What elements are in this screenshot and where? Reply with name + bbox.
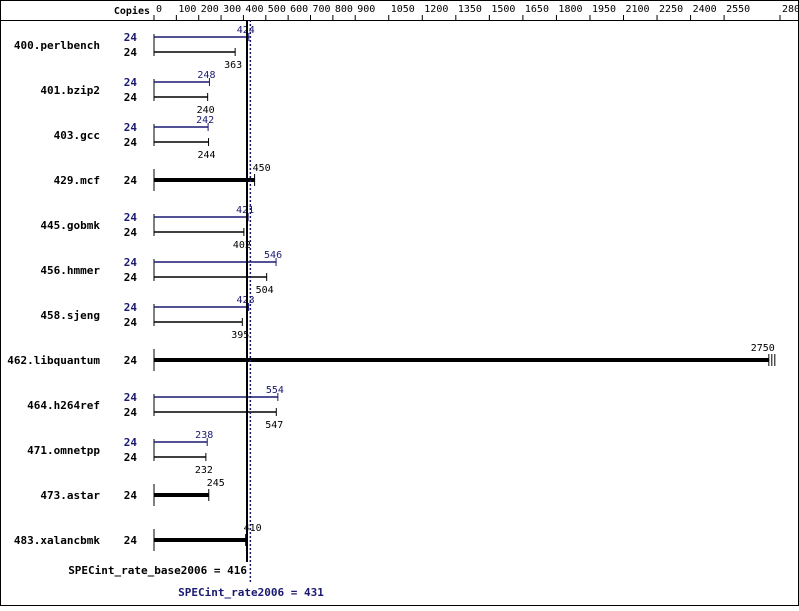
peak-value-label: 421 (236, 205, 254, 216)
axis-tick-label: 2800 (782, 4, 799, 15)
base-copies-label: 24 (124, 174, 138, 187)
peak-value-label: 423 (237, 295, 255, 306)
axis-tick-label: 0 (156, 4, 162, 15)
benchmark-label: 473.astar (40, 489, 100, 502)
base-copies-label: 24 (124, 534, 138, 547)
base-value-label: 2750 (751, 343, 775, 354)
peak-copies-label: 24 (124, 76, 138, 89)
benchmark-label: 456.hmmer (40, 264, 100, 277)
axis-tick-label: 1950 (592, 4, 616, 15)
base-value-label: 245 (207, 478, 225, 489)
peak-summary-label: SPECint_rate2006 = 431 (178, 586, 324, 599)
peak-copies-label: 24 (124, 301, 138, 314)
axis-tick-label: 1500 (491, 4, 515, 15)
benchmark-row: 401.bzip2 24 248 24 240 (40, 70, 215, 116)
benchmark-label: 462.libquantum (7, 354, 100, 367)
benchmark-row: 473.astar 24 245 (40, 478, 225, 506)
axis-tick-label: 800 (335, 4, 353, 15)
peak-value-label: 242 (196, 115, 214, 126)
peak-copies-label: 24 (124, 256, 138, 269)
base-value-label: 450 (253, 163, 271, 174)
axis-tick-label: 100 (178, 4, 196, 15)
benchmark-row: 429.mcf 24 450 (54, 163, 271, 191)
benchmark-row: 403.gcc 24 242 24 244 (54, 115, 216, 161)
base-summary-label: SPECint_rate_base2006 = 416 (68, 564, 247, 577)
benchmark-label: 403.gcc (54, 129, 100, 142)
base-value-label: 504 (256, 285, 274, 296)
benchmark-row: 464.h264ref 24 554 24 547 (27, 385, 284, 431)
base-copies-label: 24 (124, 316, 138, 329)
base-copies-label: 24 (124, 46, 138, 59)
axis-ticks: 0 100 200 300 400 500 600 700 800 900 1050 1200 1350… (153, 4, 799, 20)
peak-value-label: 546 (264, 250, 282, 261)
axis-tick-label: 1200 (424, 4, 448, 15)
base-copies-label: 24 (124, 271, 138, 284)
benchmark-label: 471.omnetpp (27, 444, 100, 457)
axis-tick-label: 900 (357, 4, 375, 15)
peak-value-label: 554 (266, 385, 284, 396)
benchmark-label: 464.h264ref (27, 399, 100, 412)
bars: 400.perlbench2442424363401.bzip224248242… (7, 25, 776, 551)
benchmark-label: 429.mcf (54, 174, 100, 187)
benchmark-row: 471.omnetpp 24 238 24 232 (27, 430, 213, 476)
base-value-label: 232 (195, 465, 213, 476)
benchmark-label: 401.bzip2 (40, 84, 100, 97)
benchmark-row: 445.gobmk 24 421 24 402 (40, 205, 254, 251)
benchmark-row: 483.xalancbmk 24 410 (14, 523, 262, 551)
peak-copies-label: 24 (124, 121, 138, 134)
peak-value-label: 238 (195, 430, 213, 441)
benchmark-label: 483.xalancbmk (14, 534, 100, 547)
benchmark-label: 445.gobmk (40, 219, 100, 232)
base-copies-label: 24 (124, 489, 138, 502)
peak-copies-label: 24 (124, 31, 138, 44)
base-value-label: 547 (265, 420, 283, 431)
benchmark-row: 458.sjeng 24 423 24 395 (40, 295, 254, 341)
copies-header: Copies (114, 5, 150, 17)
base-copies-label: 24 (124, 91, 138, 104)
base-value-label: 240 (197, 105, 215, 116)
benchmark-label: 400.perlbench (14, 39, 100, 52)
axis-tick-label: 1050 (391, 4, 415, 15)
benchmark-label: 458.sjeng (40, 309, 100, 322)
peak-copies-label: 24 (124, 436, 138, 449)
axis-tick-label: 700 (313, 4, 331, 15)
base-value-label: 410 (244, 523, 262, 534)
axis-tick-label: 600 (290, 4, 308, 15)
peak-value-label: 424 (237, 25, 255, 36)
base-copies-label: 24 (124, 451, 138, 464)
axis-tick-label: 300 (223, 4, 241, 15)
benchmark-row: 462.libquantum 24 2750 (7, 343, 776, 371)
base-copies-label: 24 (124, 136, 138, 149)
base-value-label: 395 (231, 330, 249, 341)
base-value-label: 244 (198, 150, 216, 161)
benchmark-row: 400.perlbench 24 424 24 363 (14, 25, 255, 71)
axis-tick-label: 500 (268, 4, 286, 15)
peak-copies-label: 24 (124, 211, 138, 224)
reference-lines (246, 20, 252, 584)
axis-tick-label: 2100 (626, 4, 650, 15)
peak-copies-label: 24 (124, 391, 138, 404)
axis-tick-label: 2550 (726, 4, 750, 15)
base-copies-label: 24 (124, 226, 138, 239)
axis-tick-label: 400 (245, 4, 263, 15)
axis-tick-label: 2400 (693, 4, 717, 15)
base-copies-label: 24 (124, 354, 138, 367)
axis-tick-label: 2250 (659, 4, 683, 15)
axis-tick-label: 200 (201, 4, 219, 15)
axis-tick-label: 1350 (458, 4, 482, 15)
axis-tick-label: 1800 (558, 4, 582, 15)
axis-tick-label: 1650 (525, 4, 549, 15)
base-value-label: 363 (224, 60, 242, 71)
base-value-label: 402 (233, 240, 251, 251)
base-copies-label: 24 (124, 406, 138, 419)
peak-value-label: 248 (197, 70, 215, 81)
